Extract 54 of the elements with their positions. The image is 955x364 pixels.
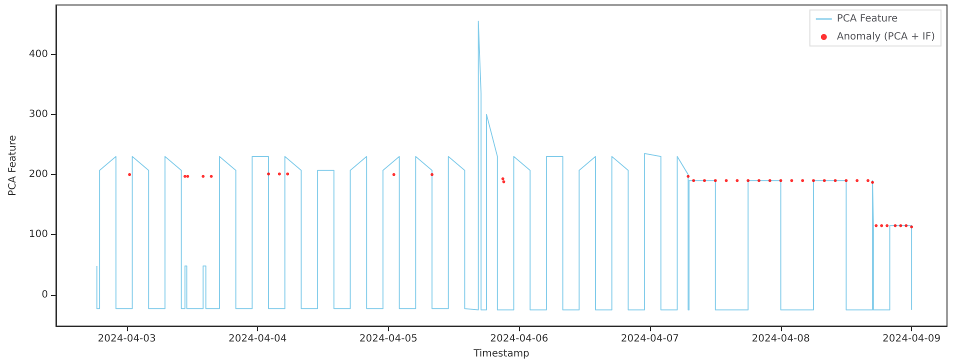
point <box>502 180 506 184</box>
point <box>768 179 772 182</box>
point <box>692 179 696 182</box>
x-tick-label: 2024-04-09 <box>882 334 941 345</box>
point <box>856 179 859 182</box>
point <box>844 179 848 182</box>
point <box>392 173 396 176</box>
point <box>210 174 213 178</box>
point <box>834 179 837 182</box>
y-tick-label: 400 <box>28 48 48 60</box>
point <box>779 179 782 182</box>
point <box>910 225 914 228</box>
x-tick-label: 2024-04-03 <box>98 334 156 345</box>
point <box>790 179 794 182</box>
x-tick-label: 2024-04-06 <box>490 334 548 345</box>
point <box>866 179 870 182</box>
x-axis-title: Timestamp <box>472 348 530 360</box>
point <box>430 173 434 176</box>
y-tick-label: 0 <box>42 289 48 300</box>
point <box>686 174 690 178</box>
point <box>822 179 826 182</box>
point <box>812 179 815 182</box>
legend-label: PCA Feature <box>836 14 898 24</box>
x-tick-label: 2024-04-04 <box>228 334 287 345</box>
point <box>899 224 902 228</box>
point <box>736 179 739 182</box>
point <box>186 174 190 178</box>
point <box>714 179 717 182</box>
point <box>871 180 874 184</box>
point <box>278 172 281 176</box>
point <box>904 224 908 228</box>
point <box>757 179 760 182</box>
x-tick-label: 2024-04-05 <box>359 334 418 345</box>
point <box>874 224 878 228</box>
point <box>724 179 728 182</box>
point <box>746 179 750 182</box>
y-axis-title: PCA Feature <box>8 135 18 196</box>
point <box>286 172 290 176</box>
x-tick-label: 2024-04-08 <box>752 334 810 345</box>
x-tick-label: 2024-04-07 <box>620 334 680 345</box>
line-series <box>96 20 912 310</box>
y-tick-label: 100 <box>28 229 48 240</box>
y-tick-label: 300 <box>28 108 48 120</box>
point <box>202 174 205 178</box>
legend-label: Anomaly (PCA + IF) <box>836 32 936 42</box>
point <box>801 179 804 182</box>
point <box>886 224 889 228</box>
point <box>880 224 884 228</box>
point <box>183 174 186 178</box>
y-tick-label: 200 <box>28 169 48 180</box>
point <box>267 172 270 176</box>
point <box>702 179 706 182</box>
point <box>128 173 132 176</box>
point <box>894 224 897 228</box>
